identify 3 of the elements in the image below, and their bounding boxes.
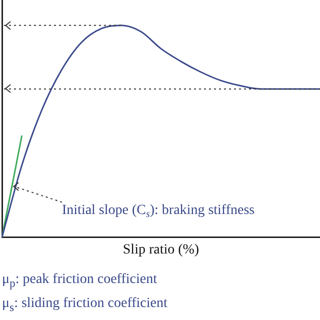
text: μ$_{s}$: sliding friction coefficient (2, 294, 168, 316)
text: μ$_{p}$: peak friction coefficient (2, 271, 158, 292)
x-axis-title: Slip ratio (%) (122, 242, 200, 258)
